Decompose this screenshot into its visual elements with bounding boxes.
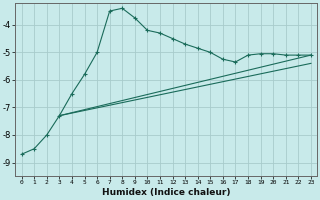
- X-axis label: Humidex (Indice chaleur): Humidex (Indice chaleur): [102, 188, 230, 197]
